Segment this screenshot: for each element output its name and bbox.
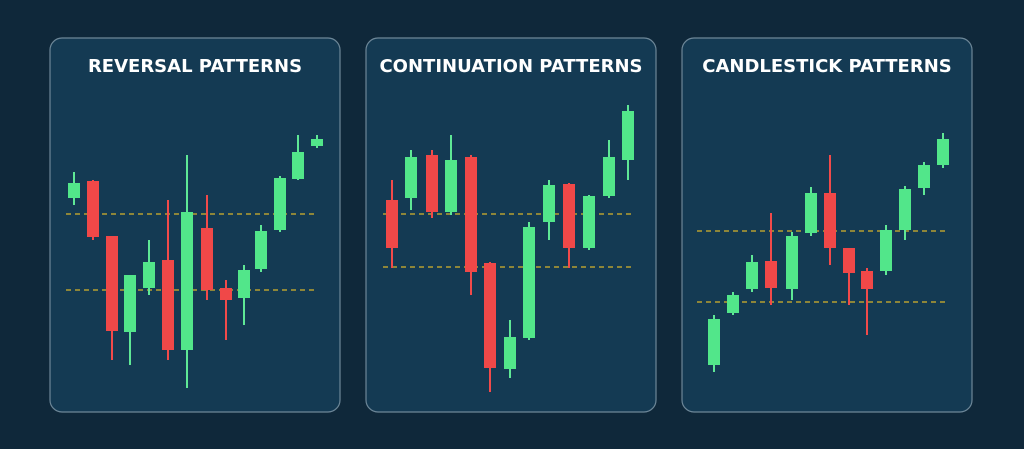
candle	[68, 172, 80, 205]
candle	[563, 183, 575, 268]
candle	[861, 268, 873, 335]
candle	[465, 155, 477, 295]
candle	[622, 105, 634, 180]
candle	[426, 150, 438, 218]
candle	[583, 195, 595, 250]
candle	[937, 133, 949, 168]
panel-title: REVERSAL PATTERNS	[88, 56, 302, 77]
candle	[843, 248, 855, 305]
candle	[220, 280, 232, 340]
candle	[162, 200, 174, 360]
candle	[201, 195, 213, 300]
panel	[365, 37, 657, 413]
candle	[143, 240, 155, 295]
candle	[484, 262, 496, 392]
candle	[504, 320, 516, 378]
panel-title: CONTINUATION PATTERNS	[379, 56, 642, 77]
candle	[124, 275, 136, 365]
candle	[543, 180, 555, 240]
candle	[523, 222, 535, 340]
candle	[386, 180, 398, 268]
candle	[405, 150, 417, 210]
candle	[292, 135, 304, 180]
candle	[824, 155, 836, 265]
candle	[274, 176, 286, 232]
candle	[765, 213, 777, 305]
candle	[311, 135, 323, 148]
candle	[708, 315, 720, 372]
candle	[746, 255, 758, 292]
candle	[87, 180, 99, 240]
candle	[603, 140, 615, 198]
candle	[805, 187, 817, 236]
candle	[727, 292, 739, 315]
candle	[255, 225, 267, 272]
candle	[918, 162, 930, 195]
candle	[106, 236, 118, 360]
candle	[786, 232, 798, 300]
candle	[899, 186, 911, 240]
candle	[880, 225, 892, 275]
candle	[445, 135, 457, 215]
panel-title: CANDLESTICK PATTERNS	[702, 56, 952, 77]
candle	[238, 265, 250, 325]
panel	[49, 37, 341, 413]
candle	[181, 155, 193, 388]
